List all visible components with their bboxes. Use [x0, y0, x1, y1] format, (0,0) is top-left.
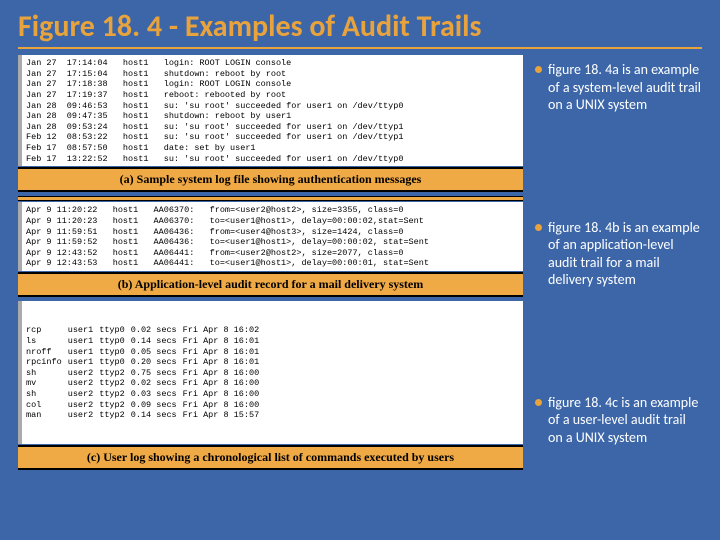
bullet-dot-icon — [535, 224, 542, 231]
panel-a-log: Jan 27 17:14:04 host1 login: ROOT LOGIN … — [22, 55, 523, 166]
panel-b-caption: (b) Application-level audit record for a… — [18, 272, 523, 297]
figures-column: Jan 27 17:14:04 host1 login: ROOT LOGIN … — [18, 55, 523, 474]
bullets-column: figure 18. 4a is an example of a system-… — [535, 55, 702, 474]
bullet-dot-icon — [535, 399, 542, 406]
content-row: Jan 27 17:14:04 host1 login: ROOT LOGIN … — [18, 55, 702, 474]
slide: Figure 18. 4 - Examples of Audit Trails … — [0, 0, 720, 540]
bullet-c: figure 18. 4c is an example of a user-le… — [535, 394, 702, 447]
bullet-c-text: figure 18. 4c is an example of a user-le… — [548, 394, 702, 447]
bullet-dot-icon — [535, 66, 542, 73]
panel-a: Jan 27 17:14:04 host1 login: ROOT LOGIN … — [18, 55, 523, 166]
bullet-b-text: figure 18. 4b is an example of an applic… — [548, 219, 702, 289]
bullet-a: figure 18. 4a is an example of a system-… — [535, 61, 702, 114]
bullet-a-text: figure 18. 4a is an example of a system-… — [548, 61, 702, 114]
panel-b-log: Apr 9 11:20:22 host1 AA06370: from=<user… — [22, 202, 523, 271]
divider-1 — [18, 196, 523, 201]
slide-title: Figure 18. 4 - Examples of Audit Trails — [18, 8, 702, 49]
bullet-b: figure 18. 4b is an example of an applic… — [535, 219, 702, 289]
panel-c-log: rcpuser1ttyp00.02 secsFri Apr 8 16:02lsu… — [22, 301, 523, 444]
panel-a-caption: (a) Sample system log file showing authe… — [18, 167, 523, 192]
panel-c: rcpuser1ttyp00.02 secsFri Apr 8 16:02lsu… — [18, 301, 523, 444]
panel-c-caption: (c) User log showing a chronological lis… — [18, 445, 523, 470]
panel-b: Apr 9 11:20:22 host1 AA06370: from=<user… — [18, 202, 523, 271]
